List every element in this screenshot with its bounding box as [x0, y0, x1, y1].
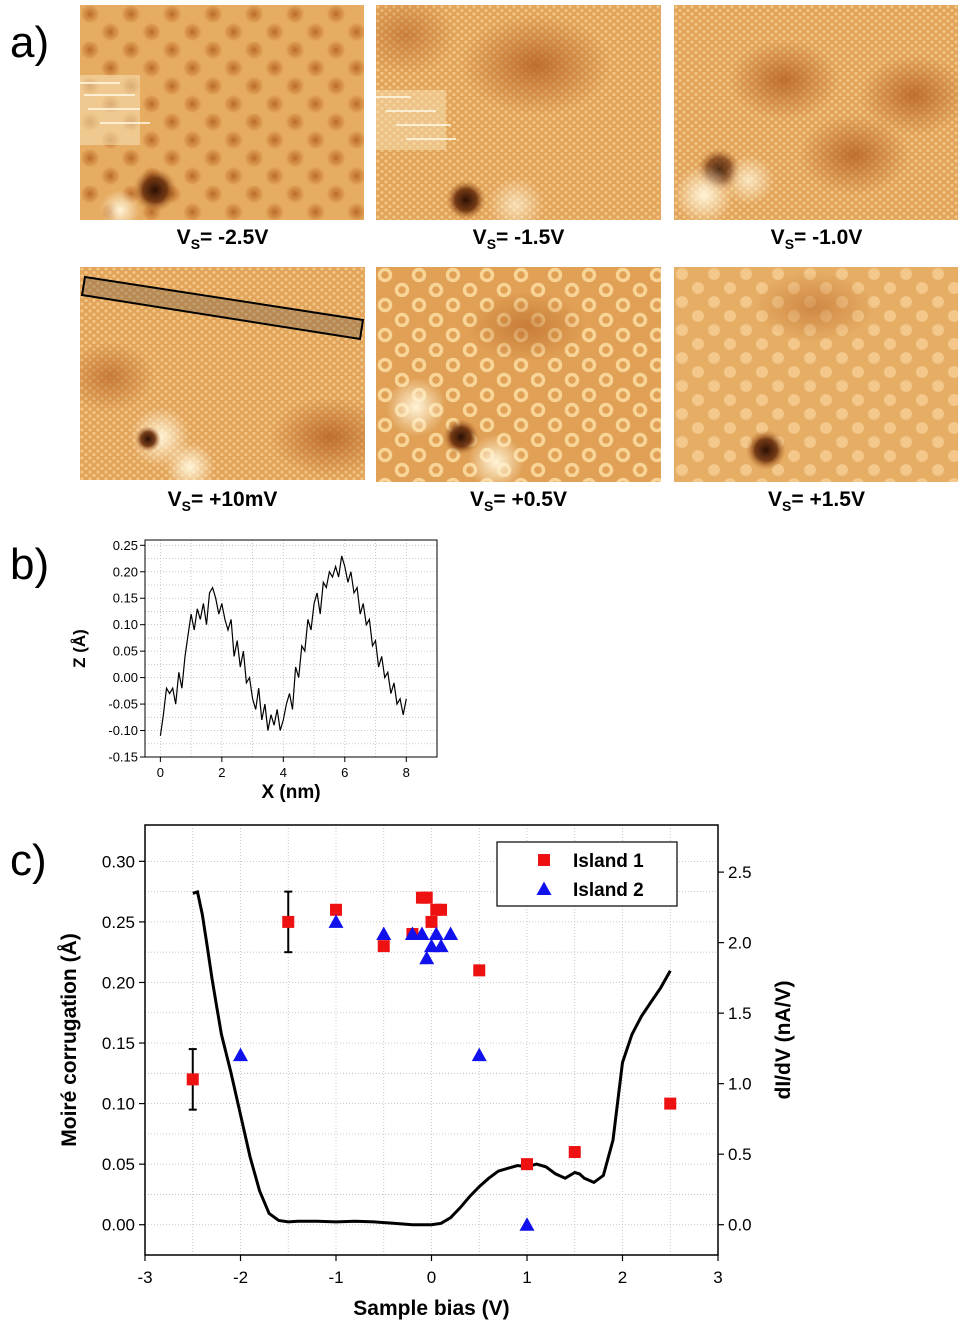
x-tick-label: 3	[713, 1268, 722, 1287]
y2-axis-label: dI/dV (nA/V)	[772, 981, 795, 1100]
island-2-point	[376, 926, 392, 941]
stm-image-plus-1p5v	[674, 267, 958, 482]
y2-tick-label: 0.0	[728, 1216, 752, 1235]
legend-marker	[538, 854, 550, 866]
x-tick-label: 2	[618, 1268, 627, 1287]
island-1-point	[521, 1158, 533, 1171]
island-2-point	[419, 950, 435, 965]
x-tick-label: 8	[403, 765, 410, 780]
x-tick-label: 4	[280, 765, 287, 780]
x-tick-label: -2	[233, 1268, 248, 1287]
stm-image-plus-10mv	[80, 267, 365, 480]
stm-image-plus-0p5v	[376, 267, 661, 482]
y-tick-label: 0.00	[113, 670, 138, 685]
caption-image-6: VS= +1.5V	[768, 488, 865, 515]
legend-marker	[536, 881, 552, 895]
island-1-point	[186, 1073, 199, 1086]
island-1-point	[473, 964, 486, 977]
y2-tick-label: 2.5	[728, 863, 752, 882]
corrugation-chart: -3 -2 -1 0 1 2 3 0.00 0.05 0.10 0.15 0.20 0.25 0.30 0.…	[57, 824, 795, 1320]
caption-image-3: VS= -1.0V	[770, 226, 863, 253]
y-tick-label: 0.20	[113, 564, 138, 579]
x-tick-label: 0	[427, 1268, 436, 1287]
y-axis-label: Moiré corrugation (Å)	[57, 933, 81, 1147]
island-2-point	[424, 938, 439, 953]
profile-chart: 0 2 4 6 8 -0.15 -0.10 -0.05 0.00 0.05 0.10 0.15 0.20…	[70, 538, 438, 803]
didv-curve	[192, 889, 672, 1227]
island-1-point	[664, 1097, 677, 1110]
x-axis-label: X (nm)	[261, 782, 320, 803]
stm-image-minus-2p5v	[80, 5, 364, 220]
y-tick-label: 0.10	[113, 617, 138, 632]
y-tick-label: 0.00	[102, 1216, 135, 1235]
island-1-point	[568, 1146, 581, 1159]
y-tick-label: -0.15	[108, 750, 138, 765]
island-2-point	[233, 1047, 248, 1062]
y-axis-label: Z (Å)	[70, 629, 89, 668]
panel-label-c: c)	[10, 836, 47, 885]
caption-image-4: VS= +10mV	[167, 488, 278, 515]
island-1-point	[435, 903, 448, 916]
legend: Island 1 Island 2	[496, 841, 678, 907]
legend-label: Island 2	[573, 880, 644, 901]
island-2-point	[404, 926, 420, 941]
y-tick-label: -0.05	[108, 697, 138, 712]
legend-label: Island 1	[573, 851, 644, 872]
y-tick-label: 0.05	[102, 1155, 135, 1174]
island-1-point	[282, 915, 295, 928]
caption-image-5: VS= +0.5V	[470, 488, 567, 515]
profile-line	[159, 555, 407, 736]
panel-label-b: b)	[10, 540, 50, 589]
island-2-point	[519, 1217, 535, 1231]
x-tick-label: 2	[218, 765, 225, 780]
y-tick-label: -0.10	[108, 723, 138, 738]
y-tick-label: 0.30	[102, 852, 135, 871]
x-tick-label: 1	[522, 1268, 531, 1287]
legend-box	[496, 841, 678, 907]
line-profile-box	[80, 275, 365, 341]
x-axis-label: Sample bias (V)	[353, 1297, 509, 1320]
island-2-point	[328, 914, 344, 928]
plot-frame	[144, 539, 438, 758]
y-tick-label: 0.15	[102, 1034, 135, 1053]
y-tick-label: 0.05	[113, 644, 138, 659]
y-tick-label: 0.25	[113, 538, 138, 553]
island-1-point	[330, 903, 342, 916]
caption-image-1: VS= -2.5V	[176, 226, 269, 253]
y-tick-label: 0.20	[102, 973, 135, 992]
y-tick-label: 0.25	[102, 913, 135, 932]
island-2-point	[433, 938, 449, 953]
stm-image-minus-1p5v	[376, 5, 661, 220]
y-tick-label: 0.10	[102, 1095, 135, 1114]
y-tick-label: 0.15	[113, 591, 138, 606]
y2-tick-label: 0.5	[728, 1145, 752, 1164]
profile-grid	[145, 540, 438, 758]
island-2-point	[471, 1047, 487, 1062]
x-tick-label: -1	[328, 1268, 343, 1287]
island-2-point	[414, 926, 430, 941]
island-2-point	[443, 926, 459, 941]
island-1-point	[420, 891, 433, 904]
island-1-point	[425, 915, 438, 928]
y2-tick-label: 2.0	[728, 934, 752, 953]
x-tick-label: 6	[341, 765, 348, 780]
x-tick-label: -3	[137, 1268, 152, 1287]
panel-label-a: a)	[10, 18, 50, 67]
island-1-point	[377, 940, 390, 953]
stm-image-minus-1p0v	[674, 5, 958, 220]
island-2-point	[428, 926, 444, 941]
x-tick-label: 0	[157, 765, 164, 780]
y2-tick-label: 1.0	[728, 1075, 752, 1094]
y2-tick-label: 1.5	[728, 1004, 752, 1023]
caption-image-2: VS= -1.5V	[472, 226, 565, 253]
